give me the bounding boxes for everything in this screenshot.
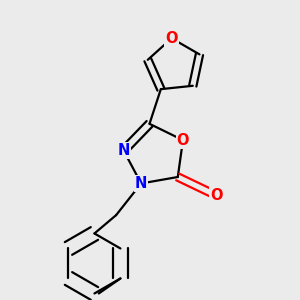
Text: O: O: [177, 133, 189, 148]
Text: O: O: [210, 188, 222, 203]
Text: N: N: [135, 176, 147, 191]
Text: N: N: [118, 143, 130, 158]
Text: O: O: [165, 31, 178, 46]
